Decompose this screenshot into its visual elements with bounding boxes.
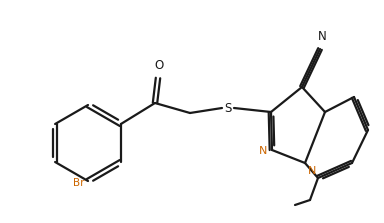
Text: S: S (224, 101, 232, 114)
Text: O: O (154, 59, 164, 72)
Text: N: N (259, 146, 267, 156)
Text: N: N (318, 30, 326, 43)
Text: N: N (308, 166, 316, 176)
Text: Br: Br (73, 178, 84, 188)
